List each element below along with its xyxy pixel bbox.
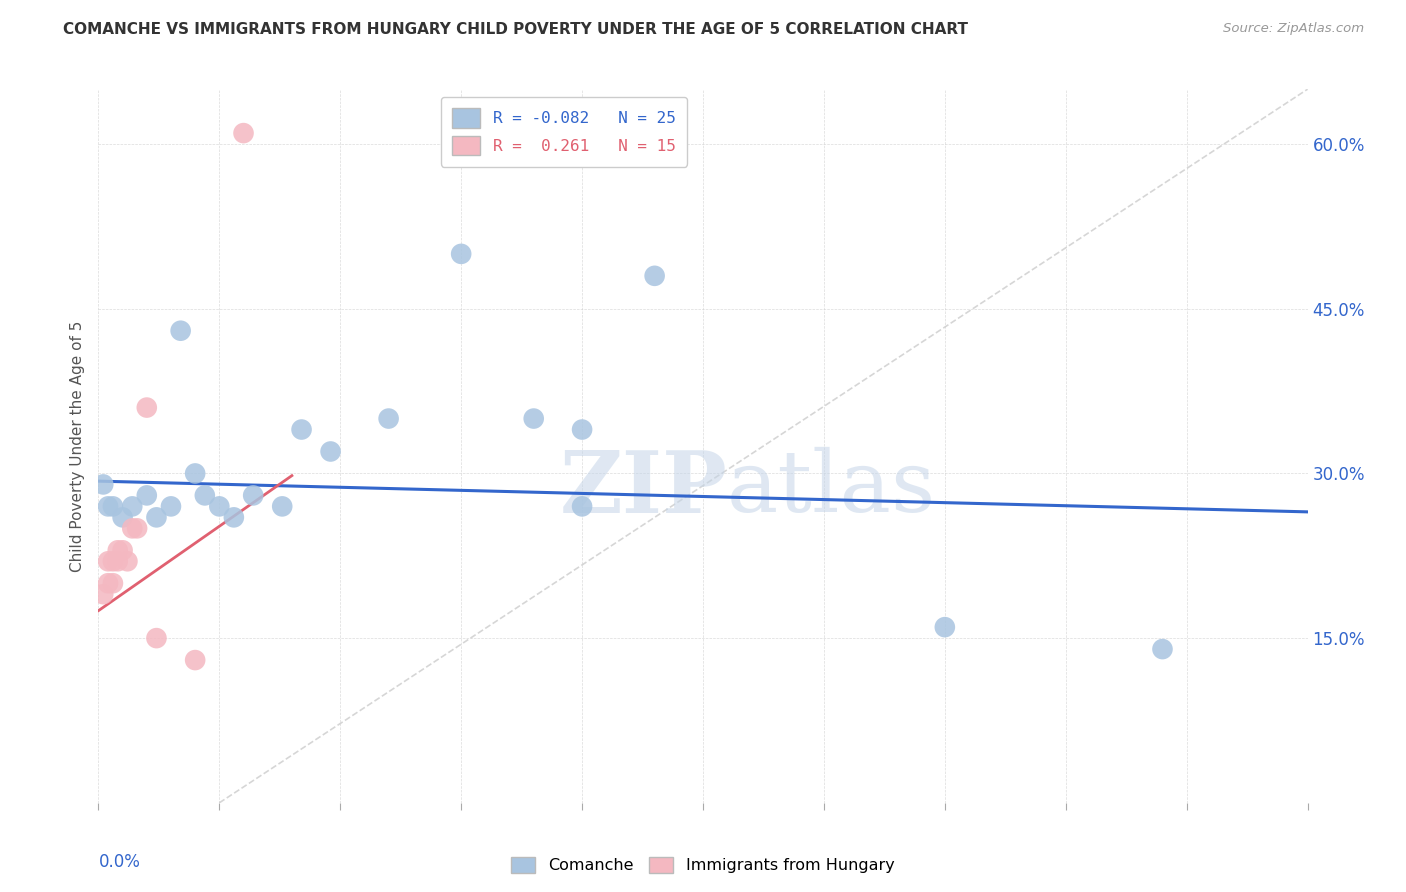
Point	[97, 554, 120, 568]
Point	[242, 488, 264, 502]
Point	[111, 510, 134, 524]
Legend: R = -0.082   N = 25, R =  0.261   N = 15: R = -0.082 N = 25, R = 0.261 N = 15	[440, 97, 688, 167]
Point	[111, 543, 134, 558]
Point	[127, 521, 149, 535]
Point	[135, 488, 157, 502]
Point	[184, 653, 207, 667]
Point	[121, 521, 143, 535]
Point	[91, 587, 114, 601]
Point	[571, 500, 593, 514]
Text: COMANCHE VS IMMIGRANTS FROM HUNGARY CHILD POVERTY UNDER THE AGE OF 5 CORRELATION: COMANCHE VS IMMIGRANTS FROM HUNGARY CHIL…	[63, 22, 969, 37]
Point	[194, 488, 217, 502]
Point	[571, 423, 593, 437]
Point	[101, 500, 124, 514]
Point	[97, 500, 120, 514]
Point	[208, 500, 231, 514]
Point	[222, 510, 245, 524]
Point	[169, 324, 191, 338]
Point	[145, 510, 167, 524]
Point	[107, 554, 129, 568]
Point	[319, 444, 342, 458]
Text: ZIP: ZIP	[560, 447, 727, 531]
Point	[377, 411, 399, 425]
Point	[101, 554, 124, 568]
Point	[271, 500, 294, 514]
Point	[232, 126, 254, 140]
Point	[1152, 642, 1174, 657]
Point	[145, 631, 167, 645]
Point	[934, 620, 956, 634]
Point	[290, 423, 312, 437]
Point	[450, 247, 472, 261]
Point	[91, 477, 114, 491]
Point	[107, 543, 129, 558]
Point	[101, 576, 124, 591]
Legend: Comanche, Immigrants from Hungary: Comanche, Immigrants from Hungary	[505, 850, 901, 880]
Text: atlas: atlas	[727, 447, 936, 531]
Point	[644, 268, 666, 283]
Y-axis label: Child Poverty Under the Age of 5: Child Poverty Under the Age of 5	[69, 320, 84, 572]
Point	[121, 500, 143, 514]
Point	[523, 411, 546, 425]
Point	[97, 576, 120, 591]
Point	[184, 467, 207, 481]
Point	[160, 500, 183, 514]
Point	[117, 554, 139, 568]
Text: Source: ZipAtlas.com: Source: ZipAtlas.com	[1223, 22, 1364, 36]
Point	[135, 401, 157, 415]
Text: 0.0%: 0.0%	[98, 853, 141, 871]
